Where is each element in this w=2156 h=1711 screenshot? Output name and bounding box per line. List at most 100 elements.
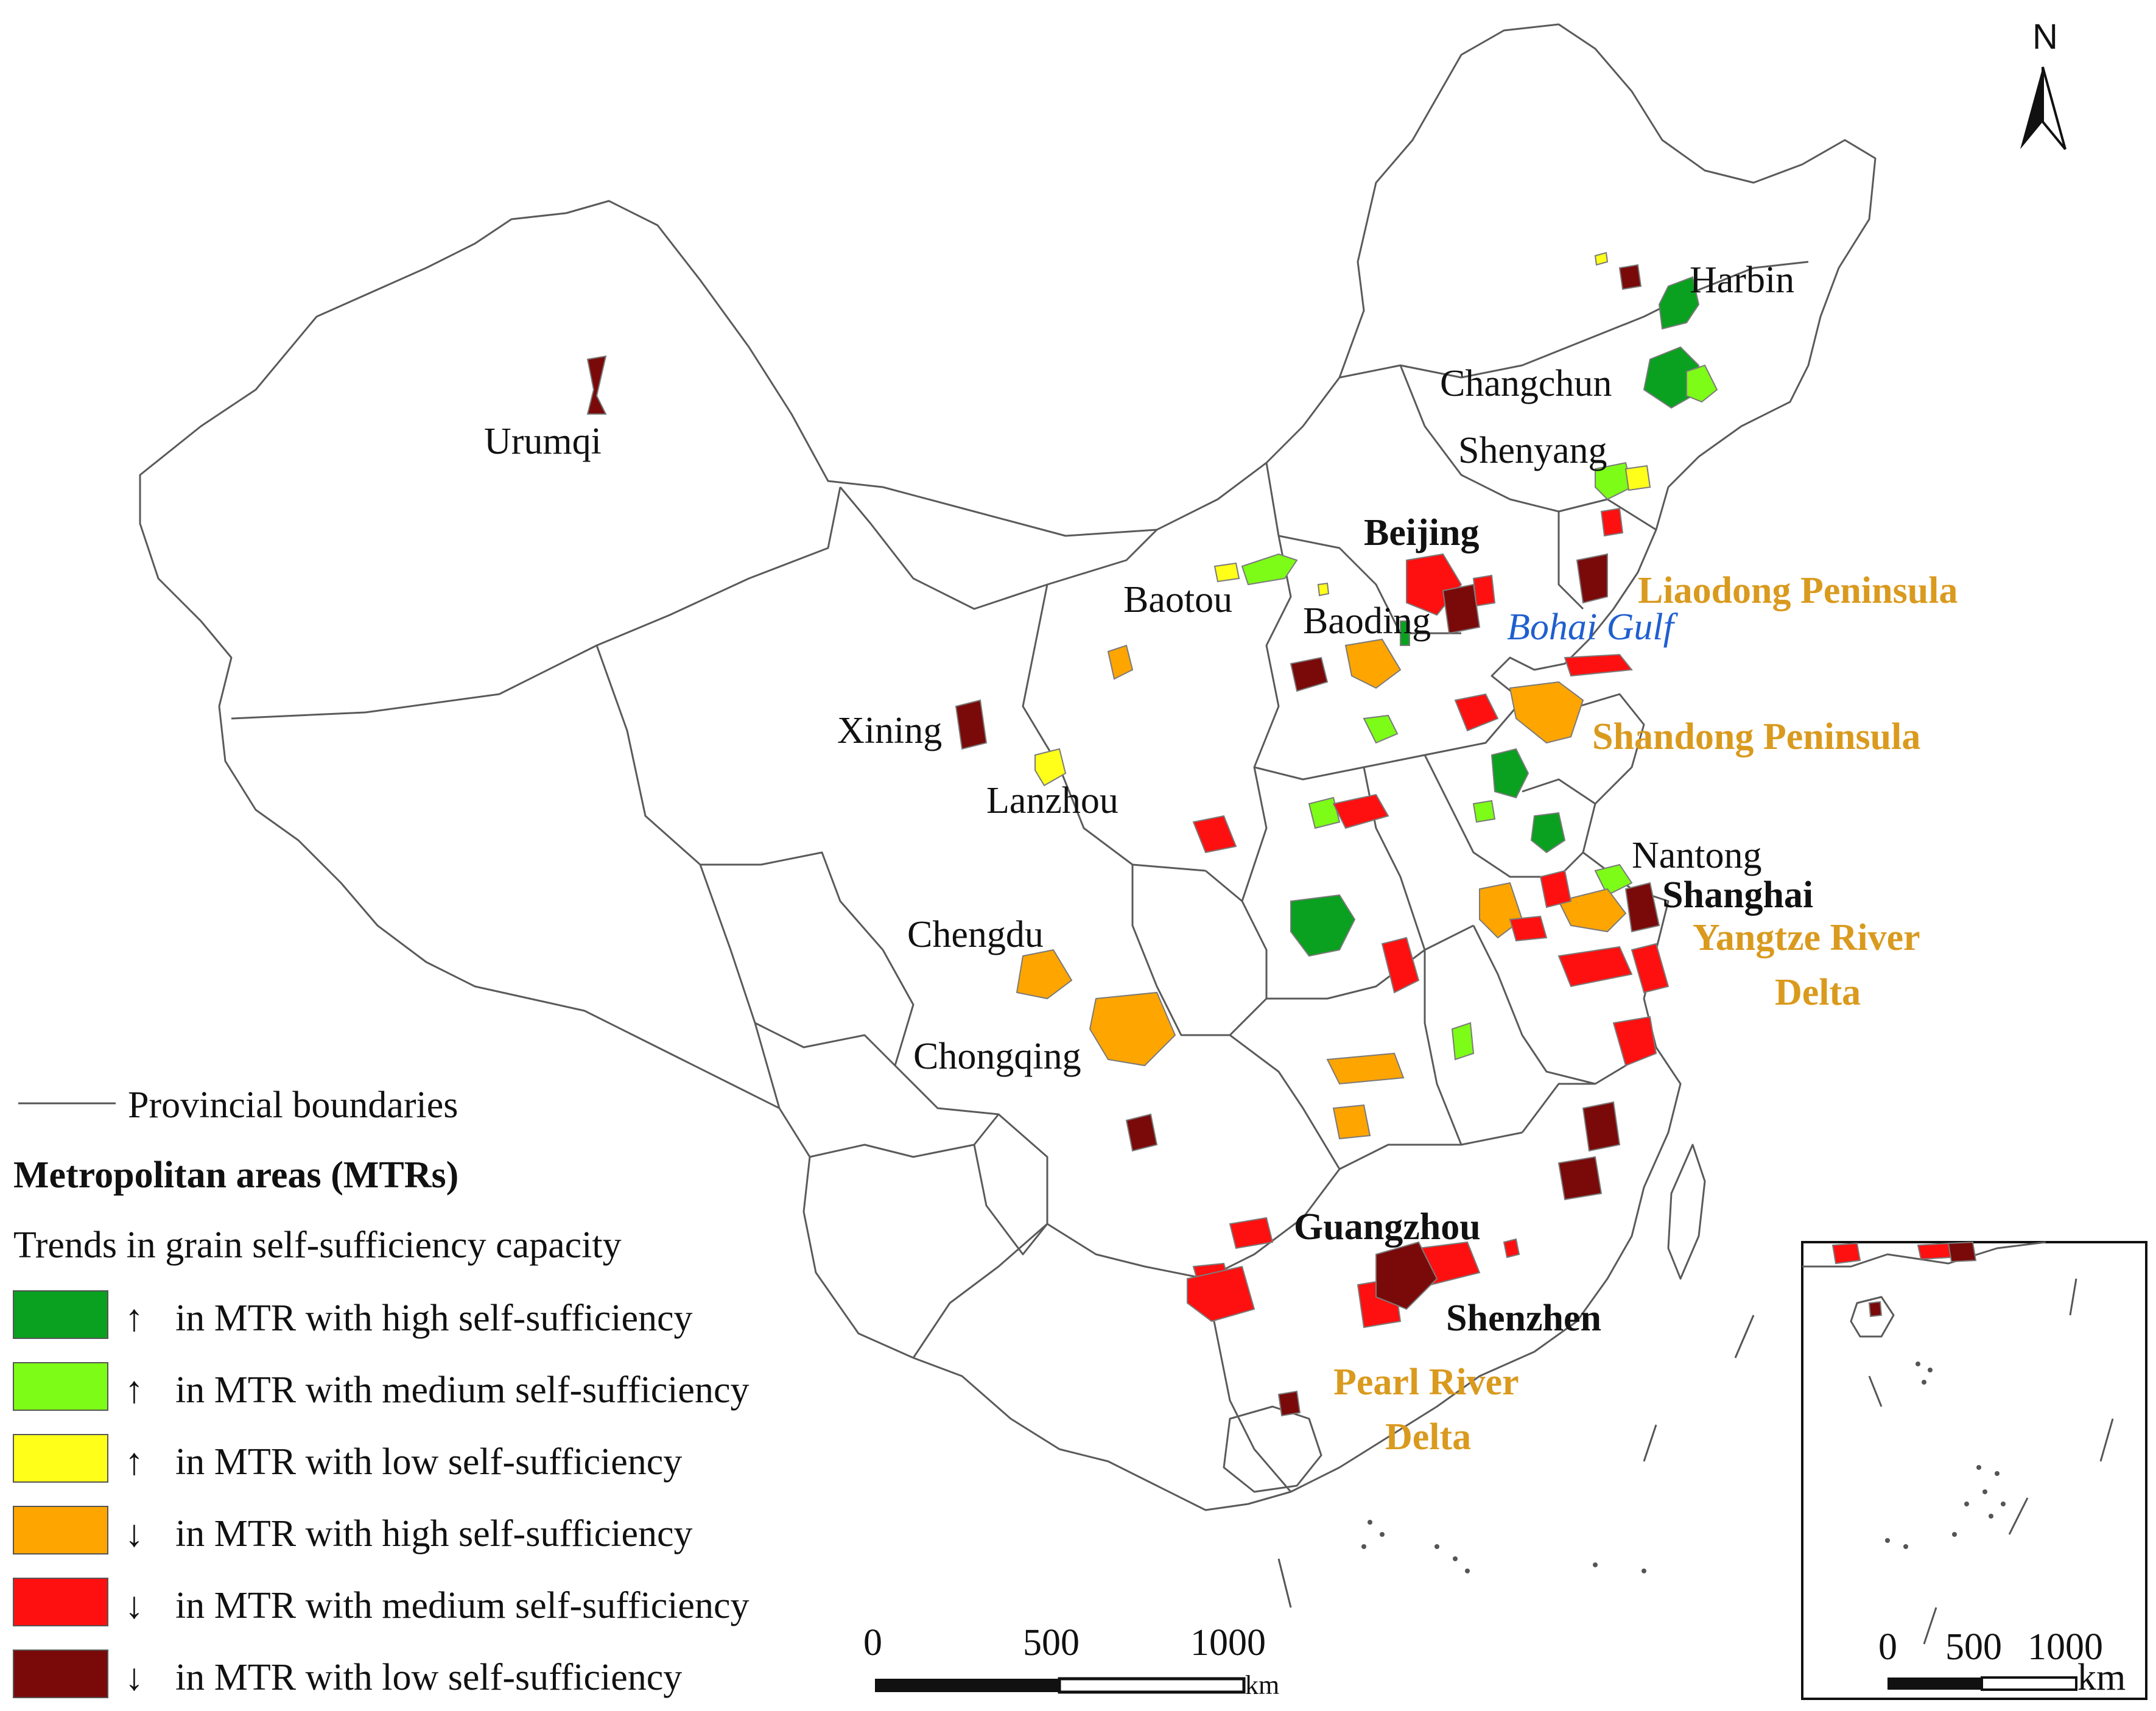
mtr-nanning-red [1187, 1265, 1255, 1323]
legend-swatch-4 [13, 1578, 108, 1626]
label-bohai: Bohai Gulf [1507, 606, 1679, 648]
inset-darkred [1947, 1241, 1977, 1263]
mtr-shaanxi-red [1192, 815, 1237, 854]
inset-scale-tick-2: 1000 [2028, 1626, 2103, 1668]
legend-swatch-0 [13, 1290, 108, 1339]
mtr-baotou-area [1241, 553, 1298, 586]
mtr-shenyang-yellow [1624, 465, 1651, 491]
label-guangzhou: Guangzhou [1294, 1206, 1481, 1248]
label-yangtze: Yangtze River [1693, 917, 1920, 958]
mtr-hainan-darkred [1277, 1390, 1301, 1417]
legend-label-1: in MTR with medium self-sufficiency [175, 1369, 749, 1411]
legend-title: Metropolitan areas (MTRs) [13, 1154, 458, 1196]
mtr-shanxi-darkred [1290, 656, 1329, 692]
label-xining: Xining [837, 710, 942, 751]
legend-label-0: in MTR with high self-sufficiency [175, 1298, 693, 1339]
mtr-hebei-orange [1344, 638, 1402, 689]
mtr-anhui-lg [1472, 799, 1496, 823]
label-changchun: Changchun [1440, 363, 1612, 404]
mtr-lanzhou [1034, 748, 1067, 787]
mtr-central-green [1290, 894, 1356, 957]
inset-hainan-mtr [1868, 1301, 1883, 1318]
legend-label-4: in MTR with medium self-sufficiency [175, 1585, 749, 1626]
legend-swatch-1 [13, 1362, 108, 1411]
scale-tick-2: 1000 [1190, 1622, 1266, 1664]
label-shenyang: Shenyang [1458, 430, 1607, 471]
mtr-xining [955, 699, 988, 750]
label-harbin: Harbin [1690, 259, 1794, 301]
label-lanzhou: Lanzhou [986, 780, 1118, 821]
legend-swatch-3 [13, 1506, 108, 1555]
label-chongqing: Chongqing [913, 1036, 1081, 1077]
label-baotou: Baotou [1123, 579, 1232, 620]
label-chengdu: Chengdu [907, 914, 1044, 955]
north-label: N [2032, 17, 2058, 57]
mtr-fuzhou-darkred [1582, 1101, 1621, 1152]
inset-map: 0 500 1000 km [1801, 1241, 2147, 1700]
inset-frame [1801, 1241, 2147, 1700]
country-outline [139, 23, 1877, 1511]
legend-subtitle: Trends in grain self-sufficiency capacit… [13, 1224, 622, 1266]
mtr-jiangsu-green [1530, 812, 1566, 854]
mtr-guizhou-darkred [1125, 1113, 1158, 1152]
label-nantong: Nantong [1632, 835, 1762, 876]
mtr-shenyang [1595, 462, 1633, 501]
mtr-tianjin-red [1472, 574, 1496, 607]
label-shenzhen: Shenzhen [1446, 1298, 1601, 1339]
legend-arrow-0: ↑ [125, 1298, 144, 1339]
mtr-shenyang-red [1600, 507, 1624, 537]
mtr-chengdu [1016, 949, 1073, 1000]
mtr-yangtze-orange [1557, 888, 1627, 933]
mtr-zhejiang-red [1612, 1016, 1657, 1067]
legend-swatch-2 [13, 1434, 108, 1483]
mtr-changchun-east [1686, 364, 1718, 403]
mtr-chongqing [1089, 991, 1176, 1067]
mtr-nantong [1594, 863, 1633, 896]
mtr-urumqi [586, 355, 607, 415]
label-baoding: Baoding [1303, 600, 1431, 642]
legend-label-3: in MTR with high self-sufficiency [175, 1513, 693, 1555]
legend-boundary-label: Provincial boundaries [128, 1084, 458, 1126]
label-beijing: Beijing [1364, 512, 1479, 553]
mtr-ne-darkred [1618, 264, 1642, 290]
label-pearl: Pearl River [1333, 1361, 1519, 1403]
mtr-shandong-orange [1509, 681, 1584, 744]
mtr-hunan-orange-2 [1332, 1104, 1371, 1140]
mtr-ningbo-red [1631, 943, 1670, 994]
scale-unit: km [1245, 1670, 1279, 1700]
mtr-henan-lg [1308, 796, 1341, 829]
mtr-yangtze-red-2 [1509, 915, 1548, 942]
sea-islands [1277, 1315, 1755, 1608]
mtr-dalian-red [1564, 653, 1633, 677]
mtr-harbin [1658, 276, 1700, 330]
inset-scale-tick-0: 0 [1878, 1626, 1897, 1668]
mtr-yellow-ne [1594, 251, 1609, 266]
inset-red-2 [1917, 1242, 1953, 1260]
mtr-fujian-red [1503, 1238, 1520, 1259]
city-labels: Urumqi Harbin Changchun Shenyang Beijing… [484, 259, 1813, 1339]
mtr-henan-red [1332, 793, 1389, 829]
label-shandong: Shandong Peninsula [1592, 716, 1920, 757]
scale-tick-1: 500 [1023, 1622, 1080, 1664]
scale-tick-0: 0 [863, 1622, 882, 1664]
label-urumqi: Urumqi [484, 421, 602, 462]
mtr-jiangxi-lg [1451, 1022, 1475, 1061]
mtr-baoding-green [1400, 620, 1410, 646]
scale-bar: 0 500 1000 km [863, 1622, 1279, 1700]
label-pearl-2: Delta [1385, 1416, 1471, 1458]
mtr-shanxi-orange [1107, 644, 1134, 680]
hainan-island [1223, 1405, 1322, 1493]
mtr-hunan-orange-1 [1326, 1052, 1405, 1085]
mtr-yangtze-red-1 [1539, 870, 1572, 908]
mtr-xiamen-darkred [1557, 1156, 1603, 1201]
inset-hainan [1850, 1296, 1895, 1338]
north-arrow: N [2020, 17, 2066, 150]
mtr-guangzhou-west-red [1229, 1217, 1274, 1249]
mtr-yellow-small [1317, 582, 1330, 597]
mtr-shanghai [1624, 882, 1660, 933]
legend-arrow-1: ↑ [125, 1369, 144, 1411]
legend: Provincial boundaries Metropolitan areas… [13, 1084, 749, 1698]
legend-arrow-2: ↑ [125, 1441, 144, 1483]
mtr-areas [586, 251, 1718, 1417]
